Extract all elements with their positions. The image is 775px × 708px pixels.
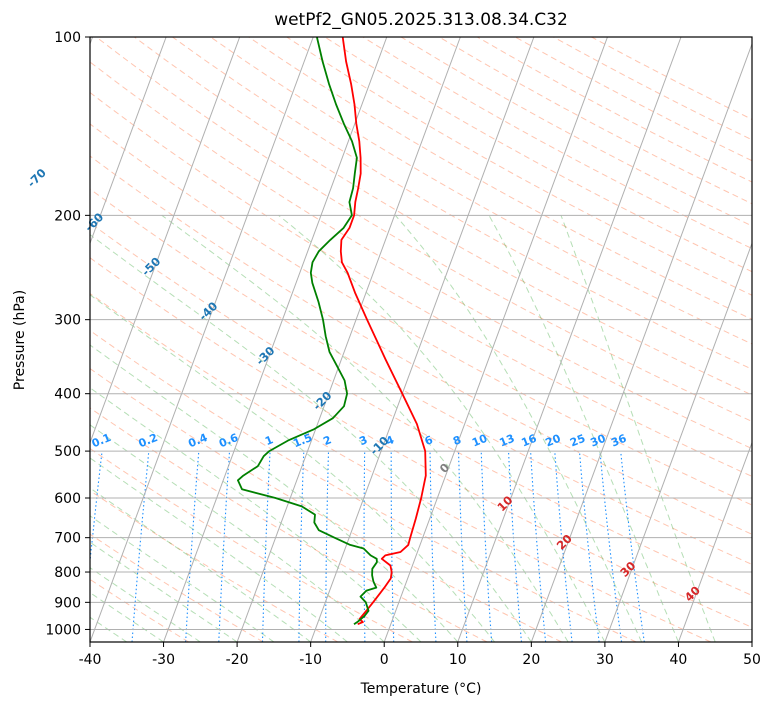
moist-adiabat-line <box>90 294 495 642</box>
dry-adiabat-line <box>90 257 752 628</box>
dry-adiabat-line <box>95 37 752 423</box>
isotherm-line <box>604 241 752 642</box>
x-axis-title: Temperature (°C) <box>360 681 482 697</box>
y-tick-label: 1000 <box>45 622 81 638</box>
plot-frame <box>89 36 753 643</box>
dry-adiabat-line <box>90 292 712 642</box>
dry-adiabat-line <box>90 407 488 642</box>
dry-adiabat-line <box>90 533 264 642</box>
dry-adiabat-line <box>90 123 752 506</box>
mixing-ratio-label: 3 <box>357 433 369 448</box>
mixing-ratio-line <box>578 451 600 642</box>
x-tick-label: 20 <box>522 652 540 668</box>
dry-adiabat-line <box>90 489 339 642</box>
mixing-ratio-line <box>620 451 645 642</box>
isotherm-line <box>90 37 314 642</box>
x-tick-label: 30 <box>596 652 614 668</box>
isotherm-line <box>236 37 461 642</box>
isotherm-line <box>310 37 535 642</box>
isotherm-line <box>457 37 682 642</box>
isotherm-line <box>677 441 752 642</box>
y-axis-title: Pressure (hPa) <box>12 290 28 390</box>
y-tick-label: 300 <box>54 313 81 329</box>
y-tick-label: 900 <box>54 595 81 611</box>
x-tick-label: -20 <box>226 652 249 668</box>
plot-background <box>90 37 752 642</box>
x-tick-label: -40 <box>79 652 102 668</box>
dry-adiabat-line <box>90 91 752 477</box>
moist-adiabat-line <box>90 344 459 642</box>
mixing-ratio-line <box>530 451 547 642</box>
mixing-ratio-label: 8 <box>451 433 463 448</box>
moist-adiabat-line <box>90 234 532 642</box>
moist-adiabat-line <box>90 387 422 642</box>
sounding-profiles <box>237 37 427 626</box>
y-tick-label: 100 <box>54 30 81 46</box>
background-lines <box>90 37 752 642</box>
dry-adiabat-line <box>90 155 752 535</box>
mixing-ratio-label: 2 <box>321 433 333 448</box>
mixing-ratio-label: 13 <box>497 432 516 450</box>
x-tick-label: 50 <box>743 652 761 668</box>
mixing-ratio-label: 20 <box>544 432 563 450</box>
moist-adiabat-line <box>560 215 716 642</box>
mixing-ratio-label: 25 <box>568 432 587 450</box>
mixing-ratio-label: 1 <box>263 433 275 448</box>
y-tick-label: 700 <box>54 531 81 547</box>
dewpoint-profile-line <box>237 37 378 625</box>
y-axis: 100 200 300 400 500 600 700 800 900 1000 <box>45 30 90 638</box>
x-tick-label: 0 <box>380 652 389 668</box>
chart-title: wetPf2_GN05.2025.313.08.34.C32 <box>274 10 568 30</box>
mixing-ratio-line <box>90 451 103 567</box>
dry-adiabat-line <box>134 37 752 396</box>
mixing-ratio-label: 16 <box>519 432 538 450</box>
isotherm-line <box>383 37 608 642</box>
temperature-profile-line <box>339 37 427 626</box>
dry-adiabat-line <box>90 368 562 642</box>
isotherm-line <box>90 37 241 445</box>
isotherm-line <box>530 42 752 642</box>
dry-adiabat-line <box>286 37 752 296</box>
y-tick-label: 600 <box>54 491 81 507</box>
y-tick-label: 500 <box>54 444 81 460</box>
dry-adiabat-line <box>90 188 752 565</box>
y-tick-label: 200 <box>54 208 81 224</box>
x-tick-label: 10 <box>449 652 467 668</box>
dry-adiabat-line <box>248 37 752 320</box>
isotherm-line <box>90 37 167 245</box>
mixing-ratio-label: 30 <box>589 432 608 450</box>
mixing-ratio-line <box>599 451 623 642</box>
x-tick-label: 40 <box>670 652 688 668</box>
y-tick-label: 800 <box>54 565 81 581</box>
y-tick-label: 400 <box>54 387 81 403</box>
x-tick-label: -30 <box>152 652 175 668</box>
moist-adiabat-line <box>278 214 606 642</box>
mixing-ratio-label: 36 <box>609 432 628 450</box>
x-axis: -40 -30 -20 -10 0 10 20 30 40 50 <box>79 642 761 668</box>
x-tick-label: -10 <box>299 652 322 668</box>
moist-adiabat-line <box>394 214 643 642</box>
mixing-ratio-label: 10 <box>470 432 489 450</box>
moist-adiabat-line <box>488 215 679 642</box>
mixing-ratio-line <box>554 451 573 642</box>
moist-adiabat-line <box>90 487 311 642</box>
